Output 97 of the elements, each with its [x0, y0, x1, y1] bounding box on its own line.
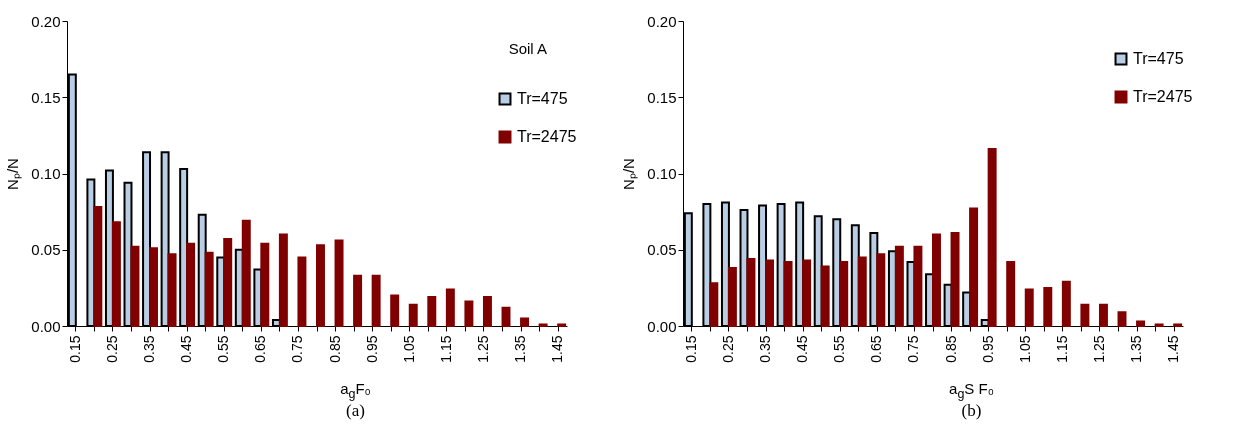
bar	[839, 260, 849, 327]
bar	[802, 259, 812, 327]
y-axis-title: Nₚ/N	[4, 158, 23, 190]
y-tick-label: 0.20	[31, 12, 61, 30]
bar	[204, 251, 214, 327]
bar	[765, 259, 774, 327]
bar	[390, 294, 400, 327]
bar	[709, 282, 719, 327]
legend-label: Tr=475	[517, 90, 568, 107]
text: (a)	[345, 401, 366, 421]
bar	[1061, 280, 1071, 327]
x-tick-label: 1.25	[1090, 335, 1107, 363]
y-tick-label: 0.05	[647, 241, 677, 259]
bar	[316, 244, 325, 327]
x-tick-label: 1.05	[1016, 335, 1033, 363]
bar	[987, 148, 997, 327]
bar	[427, 296, 437, 327]
x-tick-label: 0.45	[794, 335, 811, 363]
text: (b)	[960, 401, 983, 421]
bar	[746, 257, 756, 327]
bar	[783, 260, 793, 327]
bar	[913, 245, 923, 327]
x-tick-label: 0.35	[757, 335, 774, 363]
bar	[969, 207, 979, 327]
x-tick-label: 0.15	[682, 335, 699, 363]
x-tick-label: 0.25	[103, 335, 120, 363]
x-tick-label: 0.55	[831, 335, 848, 363]
bar	[297, 256, 307, 327]
bar	[149, 247, 158, 327]
x-tick-label: 1.15	[1053, 335, 1070, 363]
bar	[857, 256, 867, 327]
x-tick-label: 0.45	[178, 335, 195, 363]
bar	[1117, 311, 1127, 327]
bar	[186, 242, 196, 327]
x-tick-label: 0.95	[363, 335, 380, 363]
x-tick-label: 1.45	[549, 335, 566, 363]
bar	[1080, 303, 1090, 327]
y-tick-label: 0.10	[647, 165, 677, 182]
bar	[894, 245, 904, 327]
legend-label: Tr=2475	[1133, 88, 1193, 105]
bar	[167, 253, 177, 327]
bar	[111, 221, 121, 327]
x-tick-label: 0.75	[289, 335, 306, 363]
x-tick-label: 1.35	[1128, 335, 1145, 363]
x-tick-label: 0.65	[868, 335, 885, 363]
bar	[727, 267, 737, 327]
bar	[464, 300, 474, 327]
y-tick-label: 0.05	[31, 241, 61, 259]
y-axis-title: Nₚ/N	[620, 158, 639, 190]
bar	[130, 245, 140, 327]
bar	[482, 296, 492, 327]
x-tick-label: 0.35	[141, 335, 158, 363]
bar	[334, 239, 344, 327]
x-tick-label: 0.65	[252, 335, 269, 363]
x-tick-label: 0.25	[719, 335, 736, 363]
x-tick-label: 1.25	[474, 335, 491, 363]
bar	[1043, 286, 1053, 327]
bar	[353, 274, 363, 327]
legend-label: Tr=475	[1133, 50, 1184, 67]
bar	[1136, 320, 1146, 327]
y-tick-label: 0.15	[647, 88, 677, 106]
x-axis-title: a$_{g}$F₀	[339, 380, 372, 401]
bar	[1006, 260, 1016, 327]
x-tick-label: 0.55	[215, 335, 232, 363]
bar	[278, 233, 288, 327]
bar	[520, 317, 530, 327]
x-tick-label: 0.75	[905, 335, 922, 363]
x-tick-label: 0.85	[942, 335, 959, 363]
bar	[932, 233, 941, 327]
bar	[820, 265, 830, 327]
bar	[950, 231, 960, 327]
bar	[223, 238, 233, 327]
legend-label: Tr=2475	[517, 128, 577, 145]
y-tick-label: 0.00	[31, 317, 61, 335]
bar	[1024, 288, 1034, 327]
x-tick-label: 1.15	[437, 335, 454, 363]
y-tick-label: 0.20	[647, 12, 677, 30]
y-tick-label: 0.00	[647, 317, 677, 335]
annotation: Soil A	[508, 40, 547, 57]
x-tick-label: 1.05	[400, 335, 417, 363]
bar	[1098, 303, 1108, 327]
bar	[408, 303, 418, 327]
y-tick-label: 0.10	[31, 165, 61, 182]
bar	[93, 206, 103, 327]
bar	[371, 274, 381, 327]
x-tick-label: 1.45	[1165, 335, 1182, 363]
x-tick-label: 1.35	[512, 335, 529, 363]
y-tick-label: 0.15	[31, 88, 61, 106]
bar	[501, 306, 511, 327]
bar	[241, 219, 251, 327]
x-tick-label: 0.85	[326, 335, 343, 363]
x-tick-label: 0.95	[979, 335, 996, 363]
bar	[876, 253, 886, 327]
x-axis-title: a$_{g}$S F₀	[948, 380, 995, 401]
bar	[445, 288, 455, 327]
x-tick-label: 0.15	[66, 335, 83, 363]
bar	[260, 242, 270, 327]
